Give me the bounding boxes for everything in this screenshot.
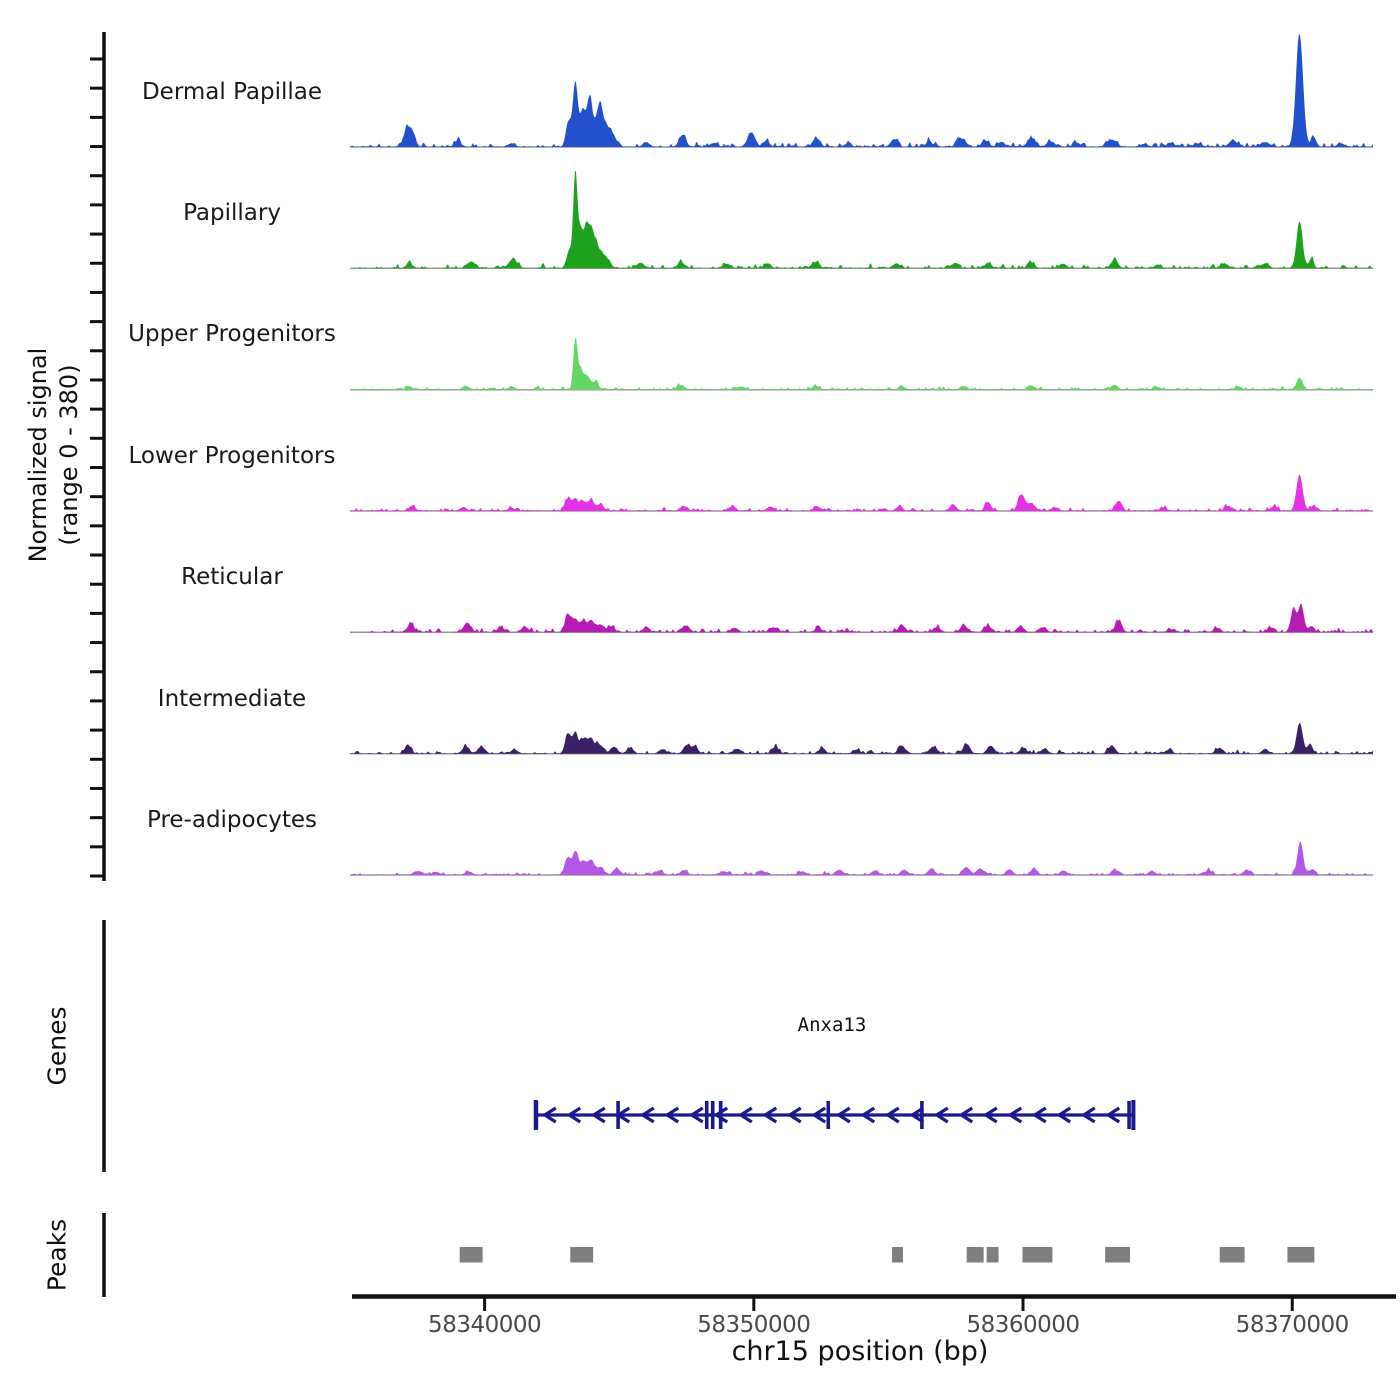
minus-strand-arrow-icon [688,1106,704,1124]
minus-strand-arrow-icon [835,1106,851,1124]
peak-interval [892,1247,903,1263]
minus-strand-arrow-icon [1031,1106,1047,1124]
track-label-papillary: Papillary [183,200,281,226]
y-axis-label-line2: (range 0 - 380) [55,364,83,546]
minus-strand-arrow-icon [860,1106,876,1124]
exon-mark [718,1101,723,1129]
minus-strand-arrow-icon [1105,1106,1121,1124]
peak-interval [570,1247,594,1263]
track-label-lower-progenitors: Lower Progenitors [128,443,336,469]
track-label-dermal-papillae: Dermal Papillae [141,79,323,105]
exon-mark [1127,1101,1131,1129]
exon-mark [616,1101,620,1129]
signal-area-lower-progenitors [350,474,1373,511]
peak-interval [966,1247,984,1263]
signal-area-pre-adipocytes [350,841,1373,875]
genes-section-label: Genes [42,1006,72,1086]
minus-strand-arrow-icon [762,1106,778,1124]
signal-area-papillary [350,170,1373,269]
x-tick-label-58370000: 58370000 [1235,1312,1350,1338]
exon-mark [920,1101,924,1129]
minus-strand-arrow-icon [909,1106,925,1124]
track-label-reticular: Reticular [181,564,283,590]
gene-end-mark [1131,1100,1136,1130]
x-axis-title: chr15 position (bp) [731,1336,989,1367]
peak-interval [459,1247,483,1263]
minus-strand-arrow-icon [590,1106,606,1124]
track-label-upper-progenitors: Upper Progenitors [128,321,336,347]
track-label-intermediate: Intermediate [157,686,307,712]
minus-strand-arrow-icon [664,1106,680,1124]
x-tick-label-58340000: 58340000 [428,1312,542,1338]
minus-strand-arrow-icon [1080,1106,1096,1124]
peak-interval [1287,1247,1315,1263]
exon-mark [534,1101,539,1129]
exon-mark [826,1101,831,1129]
minus-strand-arrow-icon [811,1106,827,1124]
peak-interval [1105,1247,1131,1263]
peak-interval [986,1247,999,1263]
minus-strand-arrow-icon [786,1106,802,1124]
minus-strand-arrow-icon [933,1106,949,1124]
gene-name-label: Anxa13 [797,1014,867,1036]
minus-strand-arrow-icon [958,1106,974,1124]
minus-strand-arrow-icon [737,1106,753,1124]
minus-strand-arrow-icon [1056,1106,1072,1124]
minus-strand-arrow-icon [541,1106,557,1124]
y-axis-label: Normalized signal (range 0 - 380) [23,348,85,563]
x-tick-label-58350000: 58350000 [697,1312,811,1338]
peak-interval [1022,1247,1053,1263]
peak-interval [1219,1247,1245,1263]
minus-strand-arrow-icon [982,1106,998,1124]
y-axis-label-line1: Normalized signal [23,347,52,563]
minus-strand-arrow-icon [1007,1106,1023,1124]
signal-area-reticular [350,603,1373,633]
minus-strand-arrow-icon [639,1106,655,1124]
minus-strand-arrow-icon [713,1106,729,1124]
signal-area-upper-progenitors [350,337,1373,390]
minus-strand-arrow-icon [566,1106,582,1124]
x-tick-label-58360000: 58360000 [966,1312,1080,1338]
peaks-section-label: Peaks [42,1218,72,1292]
minus-strand-arrow-icon [884,1106,900,1124]
exon-mark [710,1101,715,1129]
signal-area-intermediate [350,722,1373,754]
signal-area-dermal-papillae [350,34,1373,147]
track-label-pre-adipocytes: Pre-adipocytes [146,807,318,833]
exon-mark [704,1101,709,1129]
